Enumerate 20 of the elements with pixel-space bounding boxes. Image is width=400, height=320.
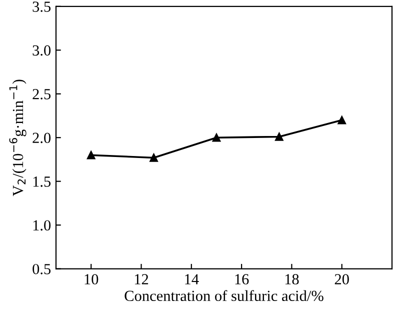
point — [274, 132, 284, 141]
y-tick-label: 3.0 — [32, 45, 51, 56]
x-tick-label: 12 — [134, 274, 148, 284]
x-axis-title: Concentration of sulfuric acid/% — [124, 290, 324, 302]
y-tick-label: 0.5 — [32, 264, 51, 274]
y-axis-title: V$_{2}$/(10$^{−6}$g·min$^{−1}$) — [9, 80, 26, 196]
y-tick-label: 1.0 — [33, 220, 51, 231]
point — [212, 133, 221, 142]
x-tick-label: 20 — [334, 274, 349, 284]
point — [338, 116, 346, 124]
x-tick-label: 10 — [84, 274, 98, 284]
y-tick-label: 3.5 — [32, 2, 51, 12]
point — [150, 154, 158, 162]
y-tick-label: 2.0 — [32, 132, 51, 144]
x-tick-label: 18 — [285, 274, 299, 284]
point — [86, 150, 96, 160]
x-tick-label: 14 — [185, 274, 199, 284]
y-tick-label: 1.5 — [33, 176, 51, 187]
x-tick-label: 16 — [235, 274, 249, 284]
y-tick-label: 2.5 — [32, 89, 51, 100]
